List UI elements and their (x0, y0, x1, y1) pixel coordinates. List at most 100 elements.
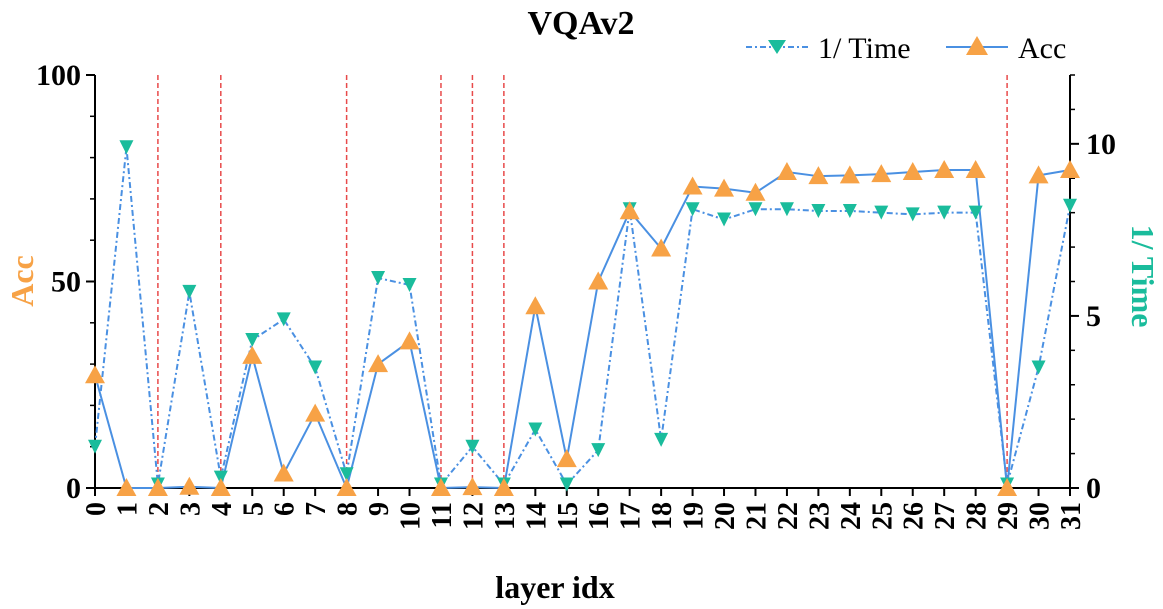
x-tick-label: 8 (333, 502, 364, 516)
series-acc-markers (85, 159, 1080, 496)
x-tick-label: 29 (993, 502, 1024, 530)
acc-point (462, 477, 483, 496)
acc-point (619, 201, 640, 220)
x-tick-label: 20 (710, 502, 741, 530)
acc-point (682, 176, 703, 195)
time-point (402, 277, 417, 292)
acc-point (1028, 165, 1049, 184)
legend-acc-label: Acc (1018, 32, 1066, 65)
acc-point (493, 478, 514, 496)
right-axis-title: 1/ Time (1125, 225, 1161, 328)
x-tick-label: 4 (207, 502, 238, 516)
left-axis-title: Acc (4, 255, 40, 307)
right-tick-label: 5 (1086, 300, 1101, 333)
time-point (339, 467, 354, 482)
acc-point (242, 345, 263, 364)
x-tick-label: 17 (616, 502, 647, 530)
time-point (182, 284, 197, 299)
acc-point (430, 478, 451, 496)
time-point (779, 202, 794, 217)
x-tick-label: 12 (458, 502, 489, 530)
acc-point (588, 271, 609, 290)
series-acc-line (94, 168, 1071, 492)
acc-point (305, 403, 326, 422)
x-tick-label: 31 (1056, 502, 1087, 530)
acc-point (808, 166, 829, 185)
left-tick-label: 50 (51, 266, 81, 299)
acc-point (399, 331, 420, 350)
x-tick-label: 28 (962, 502, 993, 530)
x-tick-label: 21 (741, 502, 772, 530)
acc-point (965, 159, 986, 178)
x-tick-label: 25 (867, 502, 898, 530)
acc-point (651, 238, 672, 257)
acc-point (147, 478, 168, 496)
x-tick-label: 6 (270, 502, 301, 516)
x-axis-title: layer idx (495, 569, 614, 605)
x-tick-label: 14 (521, 502, 552, 530)
acc-point (556, 449, 577, 468)
time-point (308, 360, 323, 375)
acc-point (273, 463, 294, 482)
x-tick-label: 2 (144, 502, 175, 516)
acc-point (179, 476, 200, 495)
time-point (465, 439, 480, 454)
acc-point (210, 478, 231, 496)
left-tick-label: 0 (66, 472, 81, 505)
x-tick-label: 1 (112, 502, 143, 516)
time-point (874, 205, 889, 220)
x-tick-label: 13 (490, 502, 521, 530)
legend-acc-marker (966, 36, 988, 55)
time-point (119, 140, 134, 155)
acc-point (116, 478, 137, 496)
acc-point (745, 182, 766, 201)
legend-time-marker (768, 40, 786, 54)
series-time-line (94, 147, 1071, 487)
time-point (685, 202, 700, 217)
time-point (654, 432, 669, 447)
acc-point (1060, 159, 1080, 178)
time-point (1063, 198, 1077, 213)
acc-line (94, 168, 1071, 492)
time-point (811, 203, 826, 218)
x-tick-label: 22 (773, 502, 804, 530)
acc-point (85, 365, 105, 384)
acc-point (997, 478, 1018, 496)
acc-point (934, 159, 955, 178)
acc-point (368, 354, 389, 373)
time-point (559, 477, 574, 492)
time-point (1031, 360, 1046, 375)
acc-point (714, 178, 735, 197)
x-tick-label: 23 (804, 502, 835, 530)
x-tick-label: 27 (930, 502, 961, 530)
right-tick-label: 10 (1086, 128, 1116, 161)
time-point (905, 207, 920, 222)
acc-point (336, 478, 357, 496)
legend-time-label: 1/ Time (818, 32, 911, 65)
x-tick-label: 9 (364, 502, 395, 516)
legend: 1/ Time Acc (746, 32, 1066, 65)
time-point (88, 439, 102, 454)
x-tick-label: 26 (899, 502, 930, 530)
x-tick-label: 16 (584, 502, 615, 530)
time-point (842, 203, 857, 218)
time-point (276, 312, 291, 327)
acc-point (871, 164, 892, 183)
x-tick-label: 0 (81, 502, 112, 516)
time-point (213, 470, 228, 485)
x-tick-label: 18 (647, 502, 678, 530)
series-time-markers (88, 140, 1077, 492)
x-tick-label: 30 (1025, 502, 1056, 530)
x-tick-label: 5 (238, 502, 269, 516)
x-tick-label: 19 (679, 502, 710, 530)
time-point (717, 212, 732, 227)
time-point (968, 205, 983, 220)
left-tick-label: 100 (36, 59, 81, 92)
x-tick-label: 10 (396, 502, 427, 530)
vertical-markers (157, 75, 1008, 488)
time-point (937, 205, 952, 220)
acc-point (776, 162, 797, 181)
acc-point (525, 296, 546, 315)
x-tick-label: 24 (836, 502, 867, 530)
